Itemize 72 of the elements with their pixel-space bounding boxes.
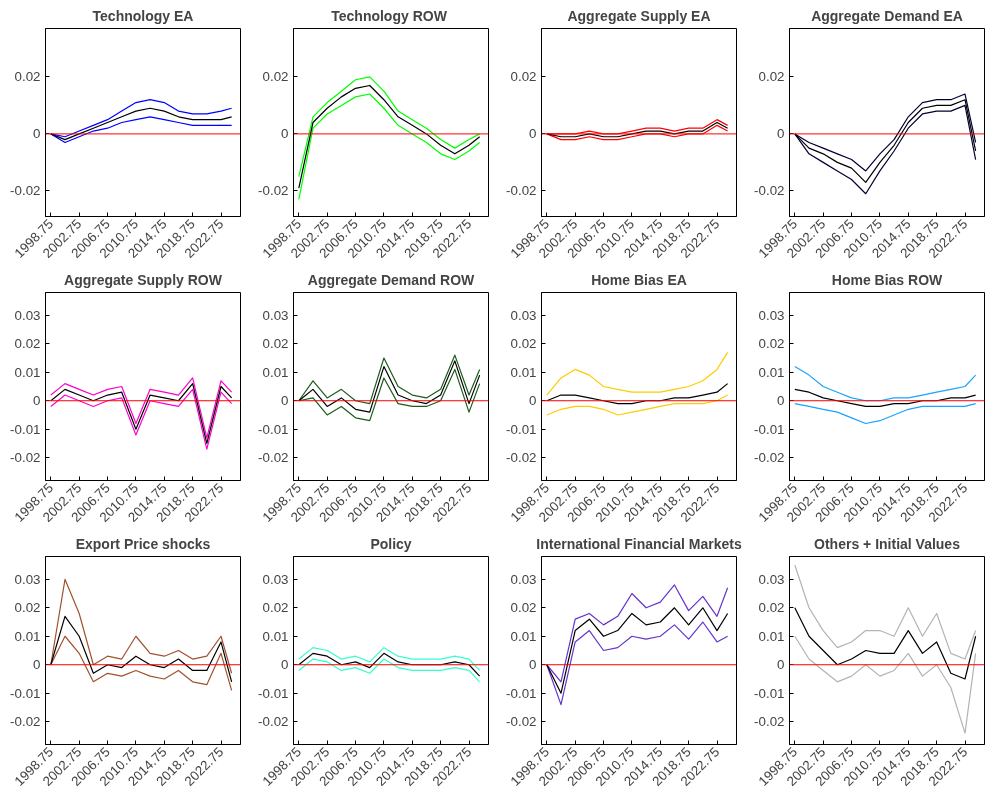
- y-tick-label: 0: [281, 126, 289, 142]
- y-tick-label: 0.01: [14, 364, 41, 380]
- y-tick-label: 0: [777, 657, 785, 673]
- y-tick-label: -0.01: [258, 685, 289, 701]
- y-tick-label: -0.02: [10, 183, 41, 199]
- y-tick-label: -0.01: [10, 685, 41, 701]
- y-tick-label: -0.01: [10, 421, 41, 437]
- chart-title: Home Bias EA: [591, 271, 687, 288]
- y-tick-label: -0.01: [258, 421, 289, 437]
- chart-title: Others + Initial Values: [814, 535, 961, 552]
- chart-title: Aggregate Demand EA: [811, 7, 963, 24]
- y-tick-label: 0: [33, 126, 41, 142]
- y-tick-label: 0.02: [14, 600, 41, 616]
- chart-title: Policy: [370, 535, 412, 552]
- y-tick-label: 0.03: [262, 307, 289, 323]
- y-tick-label: -0.02: [754, 450, 785, 466]
- chart-title: Aggregate Demand ROW: [307, 271, 476, 288]
- chart-title: International Financial Markets: [536, 535, 742, 552]
- y-tick-label: -0.02: [506, 183, 537, 199]
- y-tick-label: 0.02: [510, 336, 537, 352]
- y-tick-label: 0.02: [262, 69, 289, 85]
- y-tick-label: 0.03: [758, 307, 785, 323]
- y-tick-label: 0.01: [510, 364, 537, 380]
- y-tick-label: 0.01: [14, 628, 41, 644]
- chart-title: Home Bias ROW: [831, 271, 944, 288]
- y-tick-label: 0.01: [262, 364, 289, 380]
- chart-title: Export Price shocks: [75, 535, 211, 552]
- y-tick-label: 0.02: [262, 336, 289, 352]
- y-tick-label: 0.02: [758, 336, 785, 352]
- y-tick-label: 0: [33, 393, 41, 409]
- y-tick-label: 0: [529, 657, 537, 673]
- y-tick-label: 0: [777, 126, 785, 142]
- y-tick-label: -0.02: [258, 183, 289, 199]
- y-tick-label: -0.02: [754, 714, 785, 730]
- chart-title: Technology EA: [92, 7, 194, 24]
- y-tick-label: 0: [33, 657, 41, 673]
- y-tick-label: 0.03: [262, 571, 289, 587]
- y-tick-label: 0.03: [510, 307, 537, 323]
- y-tick-label: 0.02: [510, 69, 537, 85]
- y-tick-label: 0.03: [14, 307, 41, 323]
- y-tick-label: -0.02: [506, 450, 537, 466]
- y-tick-label: 0: [529, 126, 537, 142]
- y-tick-label: -0.02: [10, 714, 41, 730]
- y-tick-label: 0.01: [758, 628, 785, 644]
- y-tick-label: -0.01: [506, 685, 537, 701]
- y-tick-label: 0.03: [758, 571, 785, 587]
- y-tick-label: -0.02: [506, 714, 537, 730]
- y-tick-label: -0.02: [258, 714, 289, 730]
- y-tick-label: 0.02: [758, 600, 785, 616]
- chart-title: Aggregate Supply ROW: [64, 271, 223, 288]
- y-tick-label: 0.01: [758, 364, 785, 380]
- y-tick-label: -0.02: [754, 183, 785, 199]
- y-tick-label: 0: [777, 393, 785, 409]
- chart-title: Technology ROW: [331, 7, 448, 24]
- y-tick-label: 0: [281, 657, 289, 673]
- y-tick-label: 0.02: [262, 600, 289, 616]
- y-tick-label: -0.01: [506, 421, 537, 437]
- y-tick-label: 0.01: [262, 628, 289, 644]
- y-tick-label: 0.02: [510, 600, 537, 616]
- y-tick-label: -0.01: [754, 421, 785, 437]
- y-tick-label: -0.02: [258, 450, 289, 466]
- y-tick-label: -0.01: [754, 685, 785, 701]
- chart-title: Aggregate Supply EA: [567, 7, 711, 24]
- y-tick-label: -0.02: [10, 450, 41, 466]
- y-tick-label: 0.02: [14, 69, 41, 85]
- y-tick-label: 0.03: [14, 571, 41, 587]
- y-tick-label: 0.02: [14, 336, 41, 352]
- y-tick-label: 0.02: [758, 69, 785, 85]
- y-tick-label: 0.01: [510, 628, 537, 644]
- y-tick-label: 0: [281, 393, 289, 409]
- y-tick-label: 0.03: [510, 571, 537, 587]
- y-tick-label: 0: [529, 393, 537, 409]
